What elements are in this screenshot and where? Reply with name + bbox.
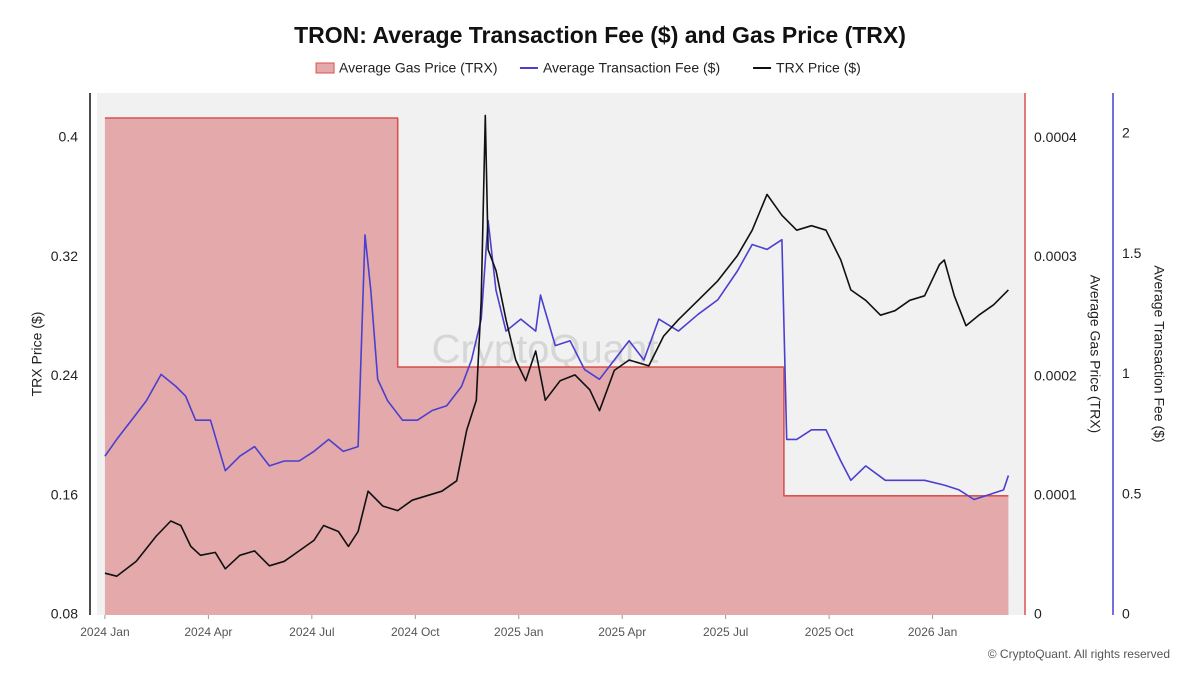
legend-swatch bbox=[315, 62, 335, 74]
legend-label: Average Gas Price (TRX) bbox=[339, 60, 497, 76]
y3-tick-label: 1.5 bbox=[1122, 245, 1142, 261]
y-tick-label: 0.32 bbox=[51, 248, 78, 264]
watermark: CryptoQuant bbox=[432, 328, 659, 372]
y-tick-label: 0.24 bbox=[51, 367, 78, 383]
y2-tick-label: 0.0002 bbox=[1034, 367, 1077, 383]
copyright: © CryptoQuant. All rights reserved bbox=[988, 647, 1170, 661]
y-tick-label: 0.4 bbox=[59, 128, 79, 144]
x-tick-label: 2024 Jul bbox=[289, 625, 334, 639]
x-tick-label: 2025 Jul bbox=[703, 625, 748, 639]
series-line bbox=[104, 114, 1009, 577]
y2-tick-label: 0.0001 bbox=[1034, 487, 1077, 503]
x-tick-label: 2025 Oct bbox=[805, 625, 854, 639]
y-tick-label: 0.08 bbox=[51, 606, 78, 622]
area bbox=[104, 118, 1009, 615]
y2-axis-label: Average Gas Price (TRX) bbox=[1087, 275, 1103, 433]
y-tick-label: 0.16 bbox=[51, 486, 78, 502]
series-line bbox=[104, 117, 1009, 497]
series-line bbox=[104, 219, 1010, 501]
y3-tick-label: 0 bbox=[1122, 606, 1130, 622]
y2-tick-label: 0.0004 bbox=[1034, 129, 1077, 145]
x-tick-label: 2024 Apr bbox=[184, 625, 232, 639]
chart-title: TRON: Average Transaction Fee ($) and Ga… bbox=[294, 22, 906, 48]
y-axis-label: TRX Price ($) bbox=[29, 312, 45, 397]
y3-tick-label: 0.5 bbox=[1122, 485, 1142, 501]
x-tick-label: 2026 Jan bbox=[908, 625, 957, 639]
y2-tick-label: 0 bbox=[1034, 606, 1042, 622]
legend-label: TRX Price ($) bbox=[776, 60, 861, 76]
y3-tick-label: 2 bbox=[1122, 125, 1130, 141]
x-tick-label: 2025 Jan bbox=[494, 625, 543, 639]
y3-axis-label: Average Transaction Fee ($) bbox=[1151, 265, 1167, 442]
legend-label: Average Transaction Fee ($) bbox=[543, 60, 720, 76]
x-tick-label: 2025 Apr bbox=[598, 625, 646, 639]
x-tick-label: 2024 Oct bbox=[391, 625, 440, 639]
y3-tick-label: 1 bbox=[1122, 365, 1130, 381]
x-tick-label: 2024 Jan bbox=[80, 625, 129, 639]
y2-tick-label: 0.0003 bbox=[1034, 248, 1077, 264]
